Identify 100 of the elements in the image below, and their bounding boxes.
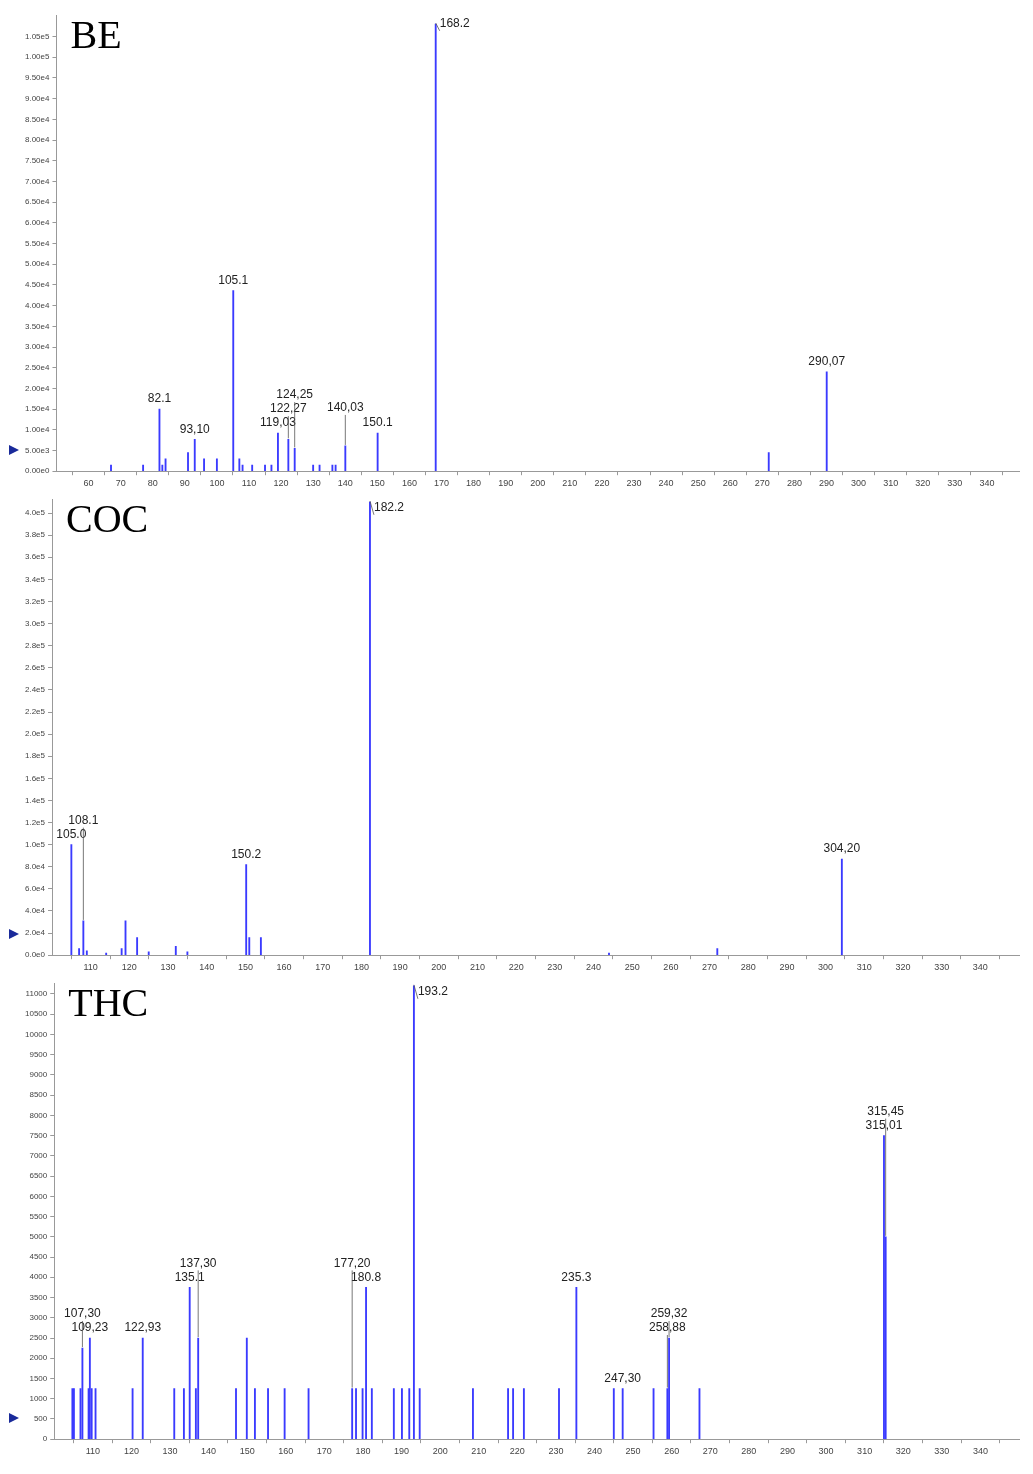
annotation: 304,20 bbox=[823, 841, 861, 856]
x-tick-label: 170 bbox=[433, 478, 449, 489]
y-tick-label: 6500 bbox=[29, 1171, 48, 1181]
y-tick-label: 4500 bbox=[29, 1252, 48, 1262]
x-tick-label: 160 bbox=[276, 962, 292, 973]
x-tick-label: 190 bbox=[394, 1446, 410, 1457]
y-tick-label: 8.00e4 bbox=[25, 135, 51, 145]
x-tick-label: 210 bbox=[471, 1446, 487, 1457]
x-tick-label: 230 bbox=[626, 478, 642, 489]
x-tick-label: 260 bbox=[663, 962, 679, 973]
y-tick-label: 1.0e5 bbox=[24, 839, 46, 849]
y-tick-label: 9000 bbox=[29, 1070, 48, 1080]
y-tick-label: 2.8e5 bbox=[24, 640, 46, 650]
y-tick-label: 3.6e5 bbox=[24, 552, 46, 562]
y-tick-label: 2500 bbox=[29, 1333, 48, 1343]
x-tick-label: 110 bbox=[85, 1446, 101, 1457]
y-tick-label: 9.00e4 bbox=[25, 93, 51, 103]
x-tick-label: 150 bbox=[369, 478, 385, 489]
y-tick-label: 1.6e5 bbox=[24, 773, 46, 783]
x-tick-label: 140 bbox=[337, 478, 353, 489]
annotation: 137,30 bbox=[179, 1255, 217, 1270]
y-tick-label: 6.00e4 bbox=[25, 218, 51, 227]
x-tick-label: 310 bbox=[883, 478, 899, 489]
x-tick-label: 320 bbox=[895, 962, 911, 973]
x-tick-label: 180 bbox=[355, 1446, 371, 1457]
x-tick-label: 100 bbox=[209, 478, 225, 489]
y-tick-label: 2.2e5 bbox=[24, 707, 46, 717]
y-tick-label: 4.00e4 bbox=[25, 300, 51, 310]
x-tick-label: 150 bbox=[239, 1446, 255, 1457]
annotation: 315,01 bbox=[865, 1117, 903, 1132]
y-tick-label: 5.00e3 bbox=[25, 445, 51, 455]
y-tick-label: 7.50e4 bbox=[25, 155, 51, 165]
x-tick-label: 340 bbox=[972, 962, 988, 973]
x-tick-label: 210 bbox=[562, 478, 578, 489]
y-tick-label: 7500 bbox=[29, 1130, 48, 1140]
x-tick-label: 120 bbox=[123, 1446, 139, 1457]
x-tick-label: 340 bbox=[979, 478, 995, 489]
annotation: 247,30 bbox=[604, 1370, 642, 1385]
x-tick-label: 140 bbox=[199, 962, 215, 973]
x-tick-label: 270 bbox=[754, 478, 770, 489]
y-tick-label: 11000 bbox=[25, 989, 48, 999]
y-tick-label: 9500 bbox=[29, 1049, 48, 1059]
y-tick-label: 1.8e5 bbox=[24, 751, 46, 761]
y-tick-label: 3000 bbox=[29, 1312, 48, 1322]
y-tick-label: 10000 bbox=[25, 1029, 48, 1039]
x-tick-label: 140 bbox=[201, 1446, 217, 1457]
x-tick-label: 150 bbox=[237, 962, 253, 973]
annotation: 150.1 bbox=[362, 415, 393, 430]
annotation: 182.2 bbox=[373, 500, 405, 515]
x-tick-label: 230 bbox=[547, 962, 563, 973]
annotation: 107,30 bbox=[64, 1306, 102, 1321]
annotation: 124,25 bbox=[276, 387, 314, 402]
y-tick-label: 1.05e5 bbox=[25, 31, 51, 41]
x-tick-label: 110 bbox=[241, 478, 257, 489]
x-tick-label: 250 bbox=[690, 478, 706, 489]
y-tick-label: 3.2e5 bbox=[24, 596, 46, 606]
y-tick-label: 1.2e5 bbox=[24, 817, 46, 827]
y-tick-label: 1000 bbox=[29, 1393, 48, 1403]
annotation: 82.1 bbox=[147, 391, 172, 406]
x-tick-label: 220 bbox=[594, 478, 610, 489]
y-tick-label: 7.00e4 bbox=[25, 176, 51, 186]
x-tick-label: 330 bbox=[934, 962, 950, 973]
annotation: 235.3 bbox=[561, 1269, 592, 1284]
y-tick-label: 8500 bbox=[29, 1090, 48, 1100]
y-tick-label: 3.0e5 bbox=[24, 618, 46, 628]
x-tick-label: 130 bbox=[160, 962, 176, 973]
y-tick-label: 1.50e4 bbox=[25, 404, 51, 414]
y-tick-label: 4000 bbox=[29, 1272, 48, 1282]
y-tick-label: 0 bbox=[42, 1434, 48, 1444]
y-tick-label: 8.0e4 bbox=[24, 861, 46, 871]
annotation: 122,27 bbox=[269, 401, 308, 416]
x-tick-label: 280 bbox=[740, 962, 756, 973]
annotation: 119,03 bbox=[260, 415, 297, 430]
x-tick-label: 200 bbox=[432, 1446, 448, 1457]
y-tick-label: 5.50e4 bbox=[25, 238, 51, 248]
y-tick-label: 2.4e5 bbox=[24, 685, 46, 695]
x-tick-label: 120 bbox=[121, 962, 137, 973]
y-tick-label: 5.00e4 bbox=[25, 259, 51, 269]
y-tick-label: 5500 bbox=[29, 1211, 48, 1221]
x-tick-label: 220 bbox=[508, 962, 524, 973]
x-tick-label: 270 bbox=[702, 962, 718, 973]
y-tick-label: 6.0e4 bbox=[24, 884, 46, 894]
x-tick-label: 260 bbox=[664, 1446, 680, 1457]
y-tick-label: 4.0e5 bbox=[24, 508, 46, 518]
x-tick-label: 280 bbox=[741, 1446, 757, 1457]
y-tick-label: 2.00e4 bbox=[25, 383, 51, 393]
chart-title: BE bbox=[70, 12, 122, 58]
y-tick-label: 1500 bbox=[29, 1373, 48, 1383]
y-tick-label: 2.6e5 bbox=[24, 663, 46, 673]
x-tick-label: 200 bbox=[530, 478, 546, 489]
annotation: 140,03 bbox=[326, 400, 364, 415]
x-tick-label: 170 bbox=[315, 962, 331, 973]
x-tick-label: 290 bbox=[779, 1446, 795, 1457]
x-tick-label: 200 bbox=[431, 962, 447, 973]
y-tick-label: 0.0e0 bbox=[24, 950, 46, 960]
annotation: 135.1 bbox=[174, 1269, 206, 1284]
x-tick-label: 330 bbox=[934, 1446, 950, 1457]
x-tick-label: 160 bbox=[401, 478, 417, 489]
x-tick-label: 280 bbox=[786, 478, 802, 489]
x-tick-label: 130 bbox=[305, 478, 321, 489]
